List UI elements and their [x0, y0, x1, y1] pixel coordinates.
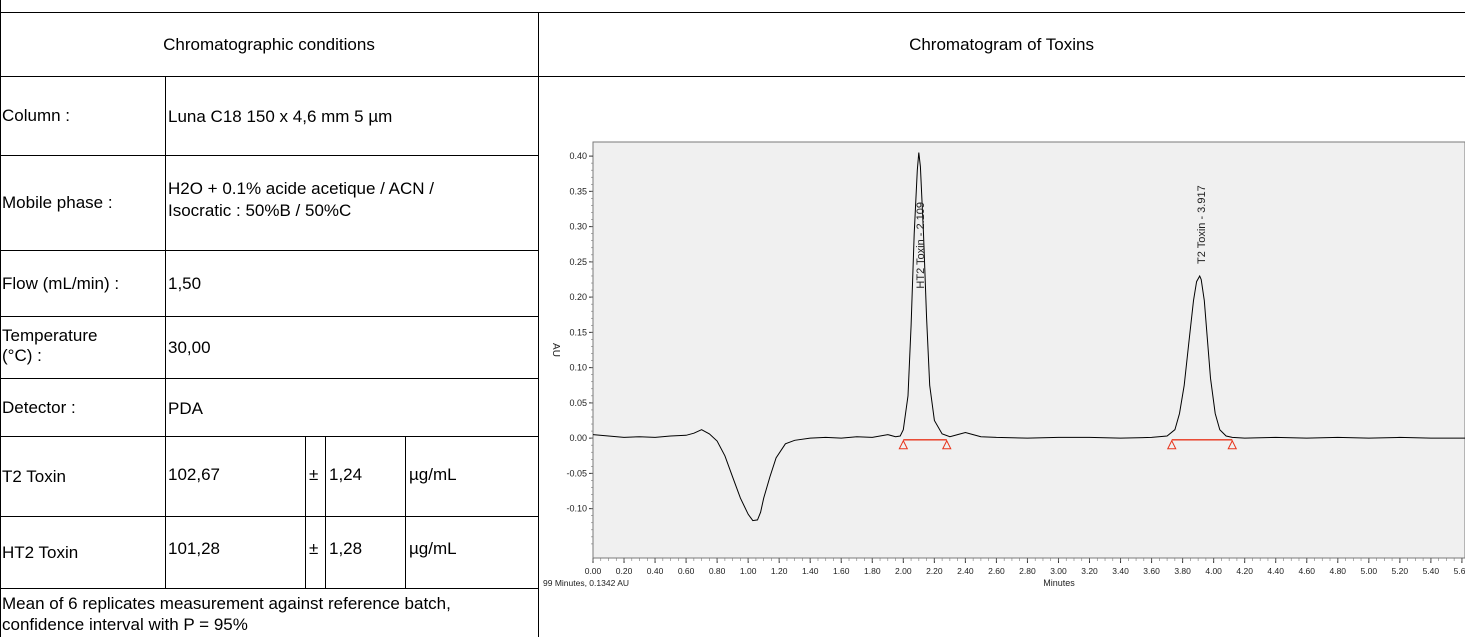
x-tick-label: 2.40 [957, 566, 974, 576]
x-tick-label: 5.40 [1423, 566, 1440, 576]
ht2-ci: 1,28 [329, 539, 363, 558]
row-rule [0, 250, 538, 251]
header-chromatogram: Chromatogram of Toxins [909, 34, 1094, 54]
integration-marker [898, 439, 909, 450]
mobile-phase-label: Mobile phase : [2, 193, 113, 212]
x-tick-label: 3.80 [1174, 566, 1191, 576]
footnote: Mean of 6 replicates measurement against… [2, 593, 538, 635]
x-tick-label: 3.60 [1143, 566, 1160, 576]
flow-label: Flow (mL/min) : [2, 273, 120, 293]
y-tick-label: 0.20 [569, 292, 587, 302]
row-rule [0, 316, 538, 317]
y-tick-label: 0.40 [569, 151, 587, 161]
peak-label: T2 Toxin - 3.917 [1196, 185, 1208, 264]
label-column-rule [165, 76, 166, 588]
footnote-line2: confidence interval with P = 95% [2, 615, 248, 634]
x-tick-label: 2.00 [895, 566, 912, 576]
temperature-label-line2: (°C) : [2, 346, 42, 365]
ht2-mean: 101,28 [168, 539, 220, 558]
peak-label: HT2 Toxin - 2.109 [915, 202, 927, 289]
left-border [0, 0, 1, 637]
t2-label: T2 Toxin [2, 466, 66, 486]
x-tick-label: 2.80 [1019, 566, 1036, 576]
row-rule [0, 588, 538, 589]
y-tick-label: 0.10 [569, 363, 587, 373]
x-tick-label: 3.20 [1081, 566, 1098, 576]
y-tick-label: 0.25 [569, 257, 587, 267]
ht2-plus-minus: ± [309, 539, 319, 558]
y-tick-label: -0.10 [566, 504, 587, 514]
x-tick-label: 0.80 [709, 566, 726, 576]
top-rule [0, 12, 1465, 13]
x-tick-label: 3.00 [1050, 566, 1067, 576]
detector-value: PDA [168, 399, 203, 418]
x-tick-label: 2.20 [926, 566, 943, 576]
mobile-phase-line1: H2O + 0.1% acide acetique / ACN / [168, 179, 435, 198]
result-column-rule [405, 436, 406, 588]
x-tick-label: 0.20 [616, 566, 633, 576]
header-conditions: Chromatographic conditions [163, 34, 375, 54]
x-tick-label: 5.20 [1392, 566, 1409, 576]
temperature-label-line1: Temperature [2, 326, 98, 345]
y-tick-label: 0.15 [569, 327, 587, 337]
t2-ci: 1,24 [329, 465, 363, 484]
y-axis-label: AU [550, 343, 561, 357]
row-rule [0, 516, 538, 517]
x-tick-label: 1.20 [771, 566, 788, 576]
y-tick-label: 0.30 [569, 222, 587, 232]
x-tick-label: 4.20 [1236, 566, 1253, 576]
x-tick-label: 4.80 [1329, 566, 1346, 576]
temperature-label: Temperature (°C) : [2, 326, 162, 366]
y-tick-label: 0.00 [569, 433, 587, 443]
mobile-phase-line2: Isocratic : 50%B / 50%C [168, 201, 352, 220]
x-tick-label: 1.40 [802, 566, 819, 576]
x-tick-label: 1.00 [740, 566, 757, 576]
y-tick-label: 0.05 [569, 398, 587, 408]
x-tick-label: 4.40 [1267, 566, 1284, 576]
x-tick-label: 2.60 [988, 566, 1005, 576]
y-tick-label: -0.05 [566, 468, 587, 478]
chromatogram-trace [592, 152, 1465, 522]
ht2-label: HT2 Toxin [2, 542, 79, 562]
x-tick-label: 4.60 [1298, 566, 1315, 576]
y-tick-label: 0.35 [569, 186, 587, 196]
x-axis-label: Minutes [1043, 578, 1075, 588]
detector-label: Detector : [2, 397, 76, 417]
t2-mean: 102,67 [168, 465, 220, 484]
integration-marker [941, 439, 952, 450]
t2-unit: µg/mL [409, 465, 457, 484]
x-tick-label: 0.60 [678, 566, 695, 576]
header-rule [0, 76, 1465, 77]
x-tick-label: 1.60 [833, 566, 850, 576]
ht2-unit: µg/mL [409, 539, 457, 558]
center-divider [538, 12, 539, 637]
chromatogram-chart: -0.10 -0.05 0.00 0.05 0.10 0.15 0.20 0.25 0.30 0.… [543, 140, 1465, 610]
row-rule [0, 436, 538, 437]
t2-plus-minus: ± [309, 465, 319, 484]
footnote-line1: Mean of 6 replicates measurement against… [2, 594, 451, 613]
plot-area [592, 141, 1465, 559]
temperature-value: 30,00 [168, 337, 211, 357]
x-tick-label: 0.40 [647, 566, 664, 576]
column-value: Luna C18 150 x 4,6 mm 5 µm [168, 107, 393, 126]
cursor-readout: 99 Minutes, 0.1342 AU [543, 578, 629, 588]
column-label: Column : [2, 106, 71, 125]
integration-marker [1166, 439, 1177, 450]
result-column-rule [325, 436, 326, 588]
chromatogram-svg: -0.10 -0.05 0.00 0.05 0.10 0.15 0.20 0.25 0.30 0.… [543, 141, 1465, 588]
x-tick-label: 1.80 [864, 566, 881, 576]
mobile-phase-value: H2O + 0.1% acide acetique / ACN / Isocra… [168, 178, 536, 222]
x-tick-label: 0.00 [585, 566, 602, 576]
x-tick-label: 5.00 [1361, 566, 1378, 576]
row-rule [0, 378, 538, 379]
x-tick-label: 4.00 [1205, 566, 1222, 576]
x-tick-label: 5.60 [1454, 566, 1465, 576]
x-tick-label: 3.40 [1112, 566, 1129, 576]
integration-marker [1227, 439, 1238, 450]
row-rule [0, 155, 538, 156]
flow-value: 1,50 [168, 273, 202, 293]
result-column-rule [305, 436, 306, 588]
